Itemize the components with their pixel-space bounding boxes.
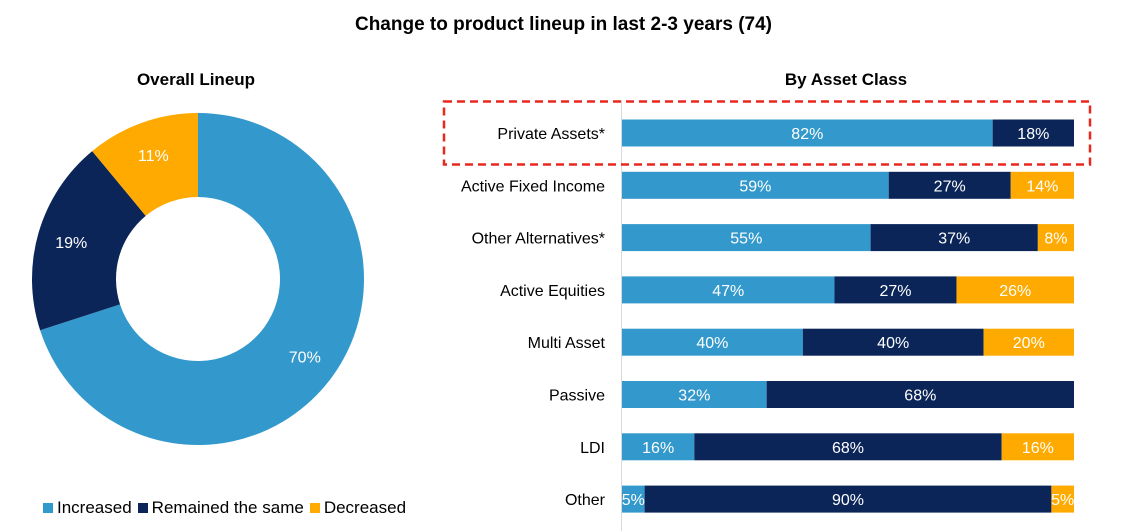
bar-label-other-remained-the-same: 90% (832, 492, 864, 509)
donut-slice-increased (40, 113, 364, 445)
legend-item-remained-the-same: Remained the same (137, 498, 304, 518)
bar-ldi-remained-the-same (694, 433, 1002, 461)
category-label-multi-asset: Multi Asset (528, 335, 606, 352)
donut-chart: 70% 19% 11% (31, 113, 364, 445)
donut-label-remained-the-same: 19% (55, 235, 87, 252)
bar-label-passive-increased: 32% (678, 388, 710, 405)
category-label-other-alternatives: Other Alternatives* (472, 231, 605, 248)
bar-other-decreased (1051, 485, 1074, 513)
bar-label-other-alternatives-decreased: 8% (1044, 231, 1067, 248)
bar-other-alternatives-decreased (1037, 224, 1074, 252)
legend-label-decreased: Decreased (323, 498, 407, 517)
bar-multi-asset-decreased (983, 328, 1074, 356)
highlight-box (442, 100, 1092, 166)
bar-active-fixed-income-increased (622, 171, 889, 199)
bar-passive-remained-the-same (766, 381, 1074, 408)
category-label-active-fixed-income: Active Fixed Income (461, 178, 605, 195)
bar-label-active-equities-decreased: 26% (999, 283, 1031, 300)
bar-label-active-equities-increased: 47% (712, 283, 744, 300)
bar-label-multi-asset-decreased: 20% (1013, 335, 1045, 352)
bar-multi-asset-increased (622, 328, 803, 356)
bar-label-ldi-remained-the-same: 68% (832, 440, 864, 457)
legend-swatch-increased (43, 503, 53, 513)
bar-label-other-alternatives-remained-the-same: 37% (938, 231, 970, 248)
legend-swatch-decreased (309, 503, 320, 513)
category-label-ldi: LDI (580, 440, 605, 457)
bar-label-other-increased: 5% (622, 492, 645, 509)
bar-label-other-alternatives-increased: 55% (730, 231, 762, 248)
bar-label-ldi-decreased: 16% (1022, 440, 1054, 457)
category-label-passive: Passive (549, 388, 605, 405)
bar-private-assets-remained-the-same (992, 119, 1074, 147)
bar-label-active-equities-remained-the-same: 27% (879, 283, 911, 300)
bar-label-passive-remained-the-same: 68% (904, 388, 936, 405)
bar-label-ldi-increased: 16% (642, 440, 674, 457)
bar-other-remained-the-same (644, 485, 1052, 513)
legend-item-increased: Increased (43, 498, 132, 518)
category-label-private-assets: Private Assets* (497, 126, 605, 143)
bar-other-increased (622, 485, 645, 513)
donut-slice-remained-the-same (31, 151, 146, 331)
bar-active-fixed-income-remained-the-same (888, 171, 1011, 199)
bar-label-other-decreased: 5% (1051, 492, 1074, 509)
bar-label-active-fixed-income-remained-the-same: 27% (934, 178, 966, 195)
legend-item-decreased: Decreased (309, 498, 407, 518)
bar-active-equities-increased (622, 276, 835, 304)
bar-label-active-fixed-income-increased: 59% (739, 178, 771, 195)
bar-passive-increased (622, 381, 767, 408)
legend: Increased Remained the same Decreased (43, 498, 412, 518)
bar-multi-asset-remained-the-same (802, 328, 984, 356)
bar-label-private-assets-increased: 82% (791, 126, 823, 143)
bar-chart-title: By Asset Class (784, 70, 908, 89)
bar-active-equities-remained-the-same (834, 276, 957, 304)
bar-other-alternatives-increased (622, 224, 871, 252)
bar-private-assets-increased (622, 119, 993, 147)
donut-slice-decreased (92, 113, 198, 216)
category-label-active-equities: Active Equities (500, 283, 605, 300)
bar-label-private-assets-remained-the-same: 18% (1017, 126, 1049, 143)
bar-active-fixed-income-decreased (1010, 171, 1074, 199)
bar-label-active-fixed-income-decreased: 14% (1026, 178, 1058, 195)
donut-label-decreased: 11% (138, 148, 169, 165)
category-label-other: Other (565, 492, 606, 509)
chart-title: Change to product lineup in last 2-3 yea… (354, 14, 773, 35)
donut-label-increased: 70% (289, 350, 321, 367)
bar-ldi-increased (622, 433, 695, 461)
bar-other-alternatives-remained-the-same (870, 224, 1038, 252)
legend-swatch-remained-the-same (137, 503, 148, 513)
legend-label-remained-the-same: Remained the same (151, 498, 304, 517)
bar-label-multi-asset-increased: 40% (696, 335, 728, 352)
legend-label-increased: Increased (57, 498, 132, 517)
bar-active-equities-decreased (956, 276, 1074, 304)
bar-label-multi-asset-remained-the-same: 40% (877, 335, 909, 352)
donut-title: Overall Lineup (136, 70, 256, 89)
bar-ldi-decreased (1001, 433, 1074, 461)
